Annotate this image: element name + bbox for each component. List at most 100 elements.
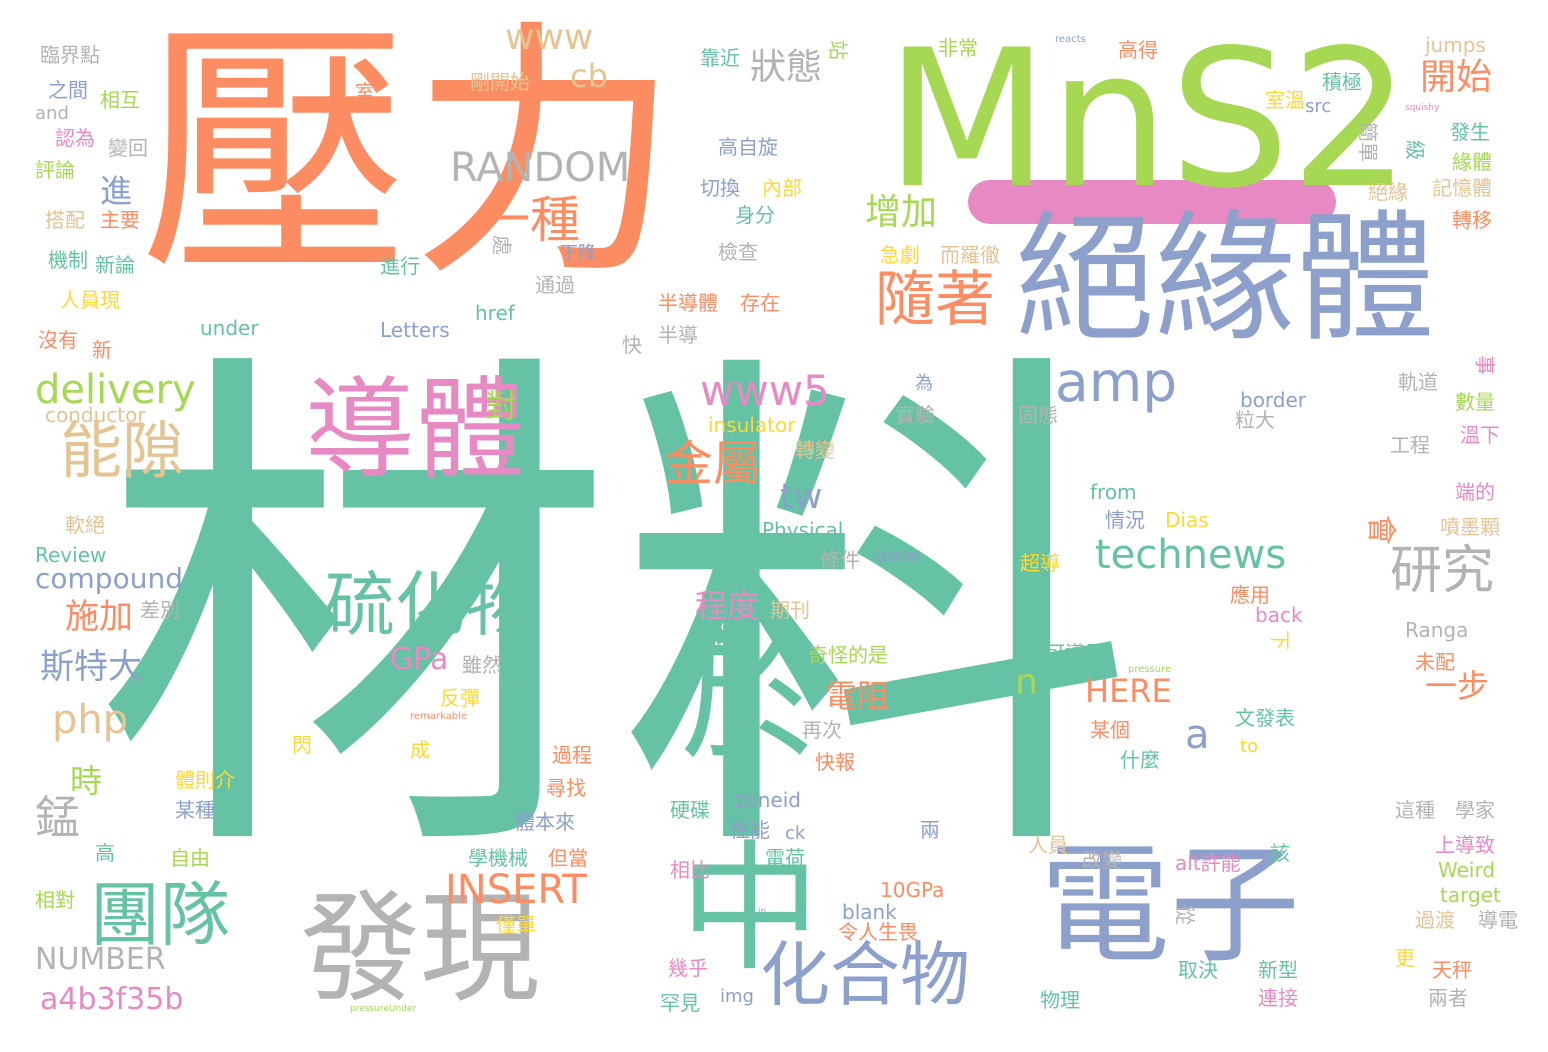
word-cloud-word: 罕見 (660, 991, 700, 1015)
word-cloud-word: Physical (762, 518, 844, 542)
word-cloud-word: Letters (380, 318, 450, 342)
word-cloud-word: under (200, 316, 259, 340)
word-cloud-word: GPa (390, 642, 449, 677)
word-cloud-word: 進 (100, 172, 133, 210)
word-cloud-word: 某種 (175, 798, 215, 822)
word-cloud-word: 主要 (100, 208, 140, 232)
word-cloud-word: href (475, 301, 515, 325)
word-cloud-word: 未配 (1415, 650, 1455, 674)
word-cloud-word: RANDOM (450, 145, 631, 191)
word-cloud-word: 兩者 (1428, 986, 1468, 1010)
word-cloud-word: 固態 (1018, 403, 1058, 427)
word-cloud-word: cb (570, 57, 608, 95)
word-cloud-word: 難易 (755, 548, 795, 572)
word-cloud-word: 開始 (1420, 57, 1493, 98)
word-cloud-word: 認為 (55, 126, 95, 150)
word-cloud-word: 級 (1403, 140, 1427, 160)
word-cloud-word: 自由 (170, 846, 210, 870)
word-cloud-word: from (1090, 480, 1137, 504)
word-cloud-word: 快報 (815, 750, 855, 774)
word-cloud-word: 人員 (1028, 833, 1068, 857)
word-cloud-word: 新論 (95, 253, 135, 277)
word-cloud-word: 條件 (820, 548, 860, 572)
word-cloud-word: 令人生畏 (838, 920, 918, 944)
word-cloud-word: 相對 (35, 888, 75, 912)
word-cloud-word: 積極 (1322, 70, 1362, 94)
word-cloud-word: 改變 (1082, 848, 1122, 872)
word-cloud-word: 兩 (920, 818, 940, 842)
word-cloud-word: 僅單 (496, 913, 536, 937)
word-cloud-word: 簡單 (1356, 122, 1380, 162)
word-cloud-word: 緣體 (1452, 150, 1492, 174)
word-cloud-word: reacts (1055, 34, 1086, 45)
word-cloud-word: 硬碟 (670, 798, 710, 822)
word-cloud-word: 電阻 (825, 677, 890, 715)
word-cloud-word: pressureUnder (350, 1004, 417, 1014)
word-cloud-word: 電荷 (765, 846, 805, 870)
word-cloud-word: insulator (708, 413, 796, 437)
word-cloud-word: 該 (1270, 841, 1290, 865)
word-cloud-word: 對 (485, 387, 518, 425)
word-cloud-word: 絕緣體 (1015, 198, 1436, 361)
word-cloud-word: 半導體 (658, 291, 718, 315)
word-cloud-word: target (1440, 883, 1501, 907)
word-cloud-word: 差別 (140, 598, 180, 622)
word-cloud-word: aww (875, 543, 920, 567)
word-cloud-word: 相互 (100, 88, 140, 112)
word-cloud-word: 新 (92, 338, 112, 362)
word-cloud-word: blank (842, 900, 897, 924)
word-cloud-word: 體本來 (515, 810, 575, 834)
word-cloud-word: 奇怪的是 (808, 643, 888, 667)
word-cloud-word: 上導致 (1435, 833, 1495, 857)
word-cloud-word: in (758, 907, 767, 917)
word-cloud-word: 工程 (1390, 433, 1430, 457)
word-cloud-word: 體則介 (175, 768, 235, 792)
word-cloud-word: 噴墨顆 (1440, 515, 1500, 539)
word-cloud-word: 檢查 (718, 240, 758, 264)
word-cloud-word: 數量 (1455, 390, 1495, 414)
word-cloud-word: 導電 (1478, 908, 1518, 932)
word-cloud-word: php (52, 697, 129, 743)
word-cloud-word: 什麼 (1120, 748, 1160, 772)
highlight-bar (968, 180, 1336, 224)
word-cloud-word: 取決 (1178, 958, 1218, 982)
word-cloud-word: 之間 (48, 78, 88, 102)
word-cloud-word: 下降 (560, 243, 596, 264)
word-cloud-word: a4b3f35b (40, 982, 184, 1017)
word-cloud-word: 端的 (1455, 480, 1495, 504)
word-cloud-word: 文發表 (1235, 706, 1295, 730)
word-cloud-word: 錳 (35, 791, 81, 844)
word-cloud-word: 評論 (35, 158, 75, 182)
word-cloud-word: 軟絕 (65, 513, 105, 537)
word-cloud-word: src (1305, 96, 1332, 117)
word-cloud-word: 10GPa (880, 878, 945, 902)
word-cloud-word: 站 (826, 40, 850, 60)
word-cloud-word: a (1185, 712, 1210, 758)
word-cloud-word: 一步 (1425, 667, 1490, 705)
word-cloud-word: 幾乎 (668, 956, 708, 980)
word-cloud-word: www5 (700, 366, 830, 415)
word-cloud-word: 應用 (1230, 583, 1270, 607)
word-cloud-word: 事 (1473, 355, 1497, 375)
word-cloud-word: 金屬 (665, 436, 762, 492)
word-cloud-word: Ranga (1405, 618, 1469, 642)
word-cloud-word: 人員現 (60, 288, 120, 312)
word-cloud-word: 閃 (292, 733, 312, 757)
word-cloud-word: 超導 (1020, 551, 1060, 575)
word-cloud-word: 研究 (1390, 541, 1495, 601)
word-cloud-word: alt許能 (1175, 851, 1241, 875)
word-cloud-word: 而羅徹 (940, 243, 1000, 267)
word-cloud-word: 團隊 (90, 874, 230, 956)
word-cloud-word: 室溫 (1265, 88, 1305, 112)
word-cloud-word: 高 (95, 841, 115, 865)
word-cloud-word: 狀態 (750, 47, 823, 88)
word-cloud-word: 沒有 (38, 328, 78, 352)
word-cloud-word: Review (35, 543, 107, 567)
word-cloud-word: Dias (1165, 508, 1209, 532)
word-cloud-word: 這種 (1395, 798, 1435, 822)
word-cloud-word: and (35, 103, 69, 124)
word-cloud-word: 半導 (658, 323, 698, 347)
word-cloud-word: back (1255, 603, 1303, 627)
word-cloud-word: border (1240, 388, 1307, 412)
